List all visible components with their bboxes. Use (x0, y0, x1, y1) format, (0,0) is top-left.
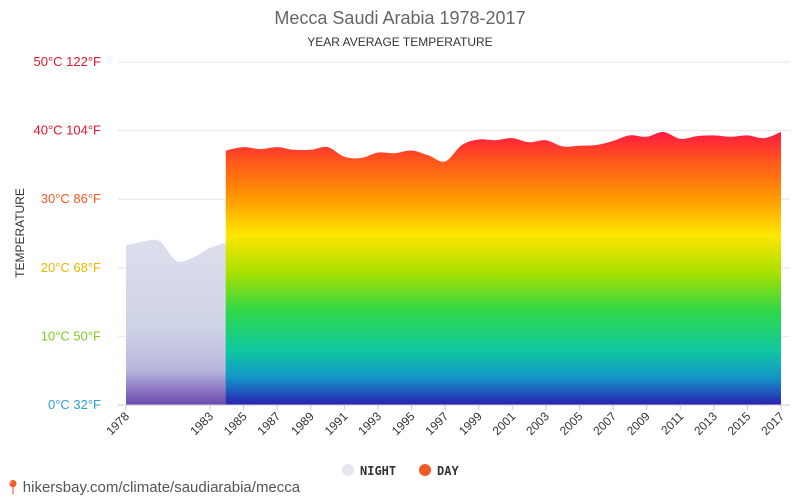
legend-label: DAY (437, 464, 459, 478)
x-tick-label: 2009 (624, 409, 653, 438)
x-tick-label: 1983 (187, 409, 216, 438)
x-tick-label: 2017 (758, 409, 787, 438)
x-tick-label: 2003 (523, 409, 552, 438)
map-pin-icon: 📍︎ (4, 479, 22, 495)
legend: NIGHT DAY (342, 464, 459, 478)
y-tick-label: 30°C 86°F (41, 191, 101, 206)
x-tick-label: 1989 (288, 409, 317, 438)
footer-link[interactable]: 📍︎hikersbay.com/climate/saudiarabia/mecc… (4, 479, 300, 496)
y-tick-label: 20°C 68°F (41, 260, 101, 275)
y-tick-label: 10°C 50°F (41, 328, 101, 343)
x-tick-label: 2001 (490, 409, 519, 438)
y-axis-label: TEMPERATURE (13, 188, 27, 278)
x-tick-label: 1997 (422, 409, 451, 438)
legend-item-night[interactable]: NIGHT (342, 464, 396, 478)
chart-title: Mecca Saudi Arabia 1978-2017 (274, 8, 525, 28)
legend-label: NIGHT (360, 464, 396, 478)
footer-text: hikersbay.com/climate/saudiarabia/mecca (22, 479, 301, 496)
x-tick-label: 1999 (456, 409, 485, 438)
y-axis-ticks: 0°C 32°F 10°C 50°F 20°C 68°F 30°C 86°F 40°C … (34, 54, 102, 412)
y-tick-label: 50°C 122°F (34, 54, 102, 69)
x-tick-label: 2011 (658, 409, 686, 437)
x-tick-label: 2015 (725, 409, 754, 438)
y-tick-label: 0°C 32°F (48, 397, 101, 412)
legend-item-day[interactable]: DAY (419, 464, 459, 478)
y-tick-label: 40°C 104°F (34, 123, 102, 138)
series-areas (126, 131, 781, 405)
series-night-overlay (225, 233, 781, 405)
x-axis-ticks: 1978 1983 1985 1987 1989 1991 1993 1995 1997 1999… (103, 405, 787, 438)
x-tick-label: 1987 (254, 409, 283, 438)
x-tick-label: 2007 (590, 409, 619, 438)
legend-swatch (342, 464, 354, 476)
x-tick-label: 1978 (103, 409, 132, 438)
x-tick-label: 1995 (389, 409, 418, 438)
x-tick-label: 1993 (355, 409, 384, 438)
legend-swatch (419, 464, 431, 476)
x-tick-label: 1985 (221, 409, 250, 438)
x-tick-label: 2013 (691, 409, 720, 438)
x-tick-label: 1991 (322, 409, 351, 438)
chart-subtitle: YEAR AVERAGE TEMPERATURE (307, 35, 492, 49)
x-tick-label: 2005 (557, 409, 586, 438)
